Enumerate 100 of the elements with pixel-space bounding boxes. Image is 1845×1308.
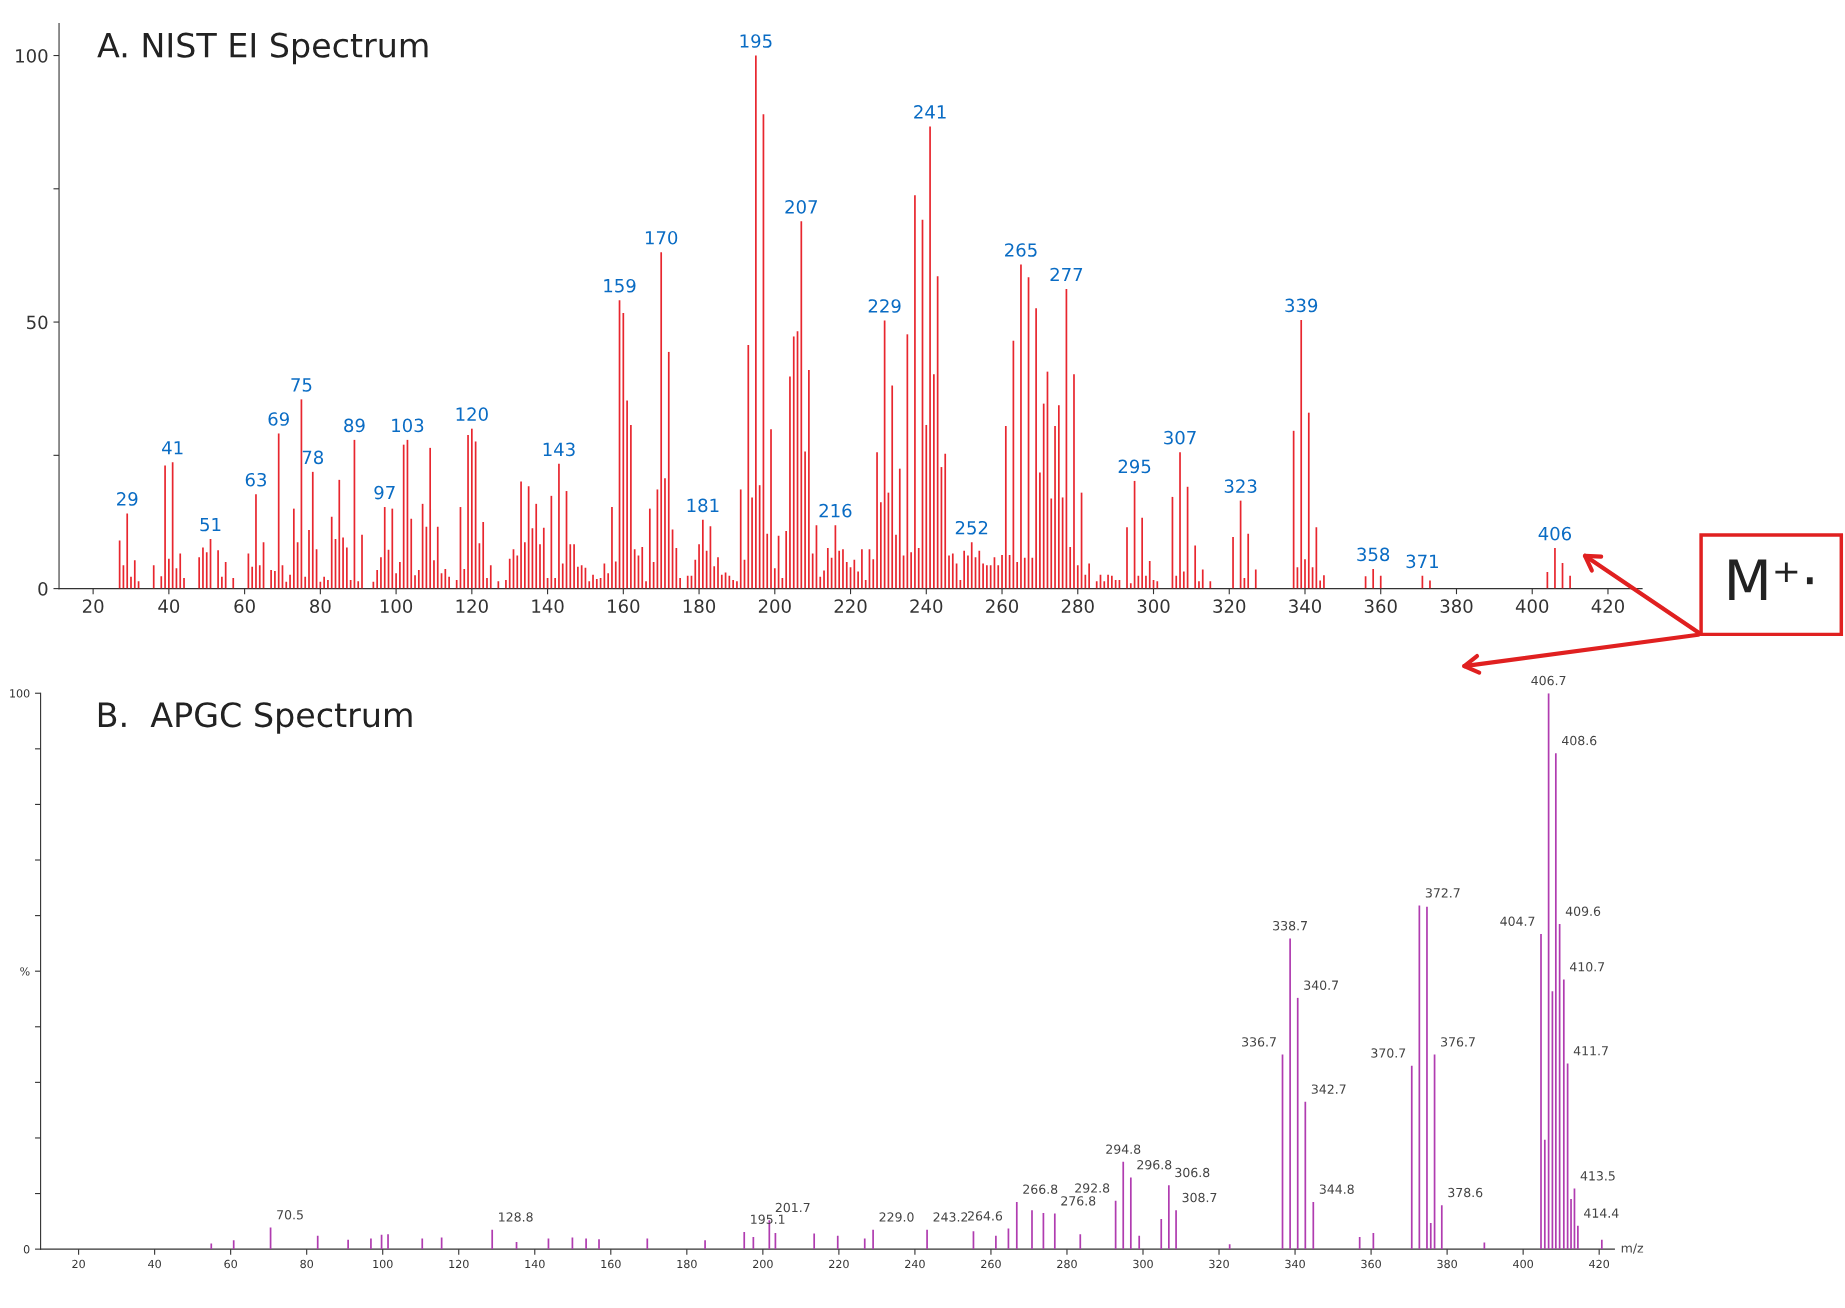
x-tick-label: 240 [905, 1259, 925, 1269]
x-tick-label: 280 [1057, 1259, 1077, 1269]
x-tick-label: 420 [1591, 599, 1624, 613]
annotation: 277 [1050, 267, 1083, 282]
annotation: 344.8 [1319, 1184, 1354, 1194]
annotation: 229 [868, 299, 901, 313]
x-tick-label: 180 [683, 599, 716, 613]
y-tick-label: % [20, 967, 30, 976]
annotation: 252 [955, 520, 988, 535]
y-tick-label: 0 [23, 1245, 30, 1254]
y-tick-label: 100 [10, 689, 30, 698]
x-tick-label: 180 [677, 1259, 697, 1269]
x-tick-label: 60 [234, 599, 255, 613]
annotation: 265 [1005, 243, 1037, 257]
x-tick-label: 340 [1285, 1259, 1305, 1269]
annotation: 243.2 [933, 1212, 968, 1222]
annotation: 103 [392, 418, 424, 433]
x-tick-label: 260 [986, 599, 1019, 613]
annotation: 41 [162, 441, 183, 455]
x-tick-label: 420 [1589, 1259, 1610, 1269]
chart-title: A. NIST EI Spectrum [97, 32, 428, 65]
annotation: 181 [687, 498, 719, 513]
annotation: 195 [740, 34, 772, 48]
annotation: 338.7 [1273, 920, 1307, 931]
annotation: 307 [1164, 430, 1196, 445]
annotation: 170 [645, 230, 678, 245]
annotation: 308.7 [1182, 1192, 1217, 1203]
x-tick-label: 280 [1061, 599, 1094, 613]
annotation: 51 [200, 517, 221, 532]
annotation: 241 [914, 105, 946, 119]
annotation: 295 [1118, 459, 1151, 474]
x-tick-label: 100 [373, 1259, 393, 1269]
annotation: 70.5 [277, 1210, 303, 1220]
annotation: 414.4 [1584, 1208, 1619, 1218]
x-tick-label: 140 [532, 599, 564, 613]
annotation: 216 [819, 503, 852, 518]
x-tick-label: 240 [910, 599, 943, 613]
x-tick-label: 200 [753, 1259, 773, 1269]
annotation: 408.6 [1562, 735, 1597, 746]
annotation: 128.8 [499, 1212, 533, 1222]
x-tick-label: 20 [72, 1259, 85, 1269]
annotation: 69 [268, 412, 289, 426]
annotation: 340.7 [1304, 980, 1338, 990]
x-tick-label: 360 [1364, 599, 1397, 613]
annotation: 97 [374, 485, 395, 500]
annotation: 29 [117, 492, 138, 506]
x-tick-label: 40 [148, 1259, 161, 1269]
annotation: 229.0 [879, 1212, 914, 1222]
annotation: 339 [1285, 298, 1318, 313]
x-tick-label: 380 [1440, 599, 1473, 613]
x-axis-title: m/z [1621, 1243, 1644, 1254]
annotation: 264.6 [968, 1211, 1003, 1221]
x-tick-label: 160 [608, 599, 640, 613]
x-tick-label: 320 [1213, 599, 1246, 613]
x-tick-label: 40 [158, 599, 180, 613]
annotation: 159 [604, 278, 636, 293]
x-tick-label: 320 [1209, 1259, 1229, 1269]
x-tick-label: 300 [1137, 599, 1170, 613]
text: M⁺· [1729, 559, 1813, 601]
x-tick-label: 120 [449, 1259, 469, 1269]
x-tick-label: 400 [1513, 1259, 1534, 1269]
annotation: 120 [456, 407, 488, 422]
x-tick-label: 120 [456, 599, 488, 613]
annotation: 413.5 [1580, 1171, 1615, 1181]
x-tick-label: 200 [758, 599, 791, 613]
annotation: 409.6 [1565, 906, 1601, 916]
annotation: 406.7 [1531, 675, 1566, 686]
x-tick-label: 220 [834, 599, 867, 613]
y-tick-label: 0 [38, 582, 48, 596]
annotation: 63 [245, 472, 267, 487]
annotation: 296.8 [1137, 1160, 1172, 1170]
y-tick-label: 100 [16, 48, 48, 63]
annotation: 358 [1357, 547, 1390, 562]
annotation: 378.6 [1448, 1187, 1483, 1198]
annotation: 323 [1224, 479, 1257, 493]
annotation: 406 [1538, 526, 1572, 541]
x-tick-label: 260 [981, 1259, 1001, 1269]
annotation: 143 [543, 442, 575, 457]
x-tick-label: 380 [1437, 1259, 1457, 1269]
x-tick-label: 80 [300, 1259, 314, 1269]
annotation: 294.8 [1106, 1144, 1141, 1154]
x-tick-label: 220 [829, 1259, 849, 1269]
annotation: 370.7 [1371, 1048, 1406, 1058]
x-tick-label: 100 [380, 599, 413, 613]
y-tick-label: 50 [27, 315, 48, 330]
annotation: 371 [1406, 554, 1438, 569]
x-tick-label: 60 [224, 1259, 237, 1269]
x-tick-label: 80 [310, 599, 331, 613]
chart-title: B. APGC Spectrum [98, 702, 412, 734]
x-tick-label: 140 [525, 1259, 545, 1269]
annotation: 292.8 [1075, 1183, 1110, 1193]
annotation: 410.7 [1569, 962, 1605, 972]
annotation: 376.7 [1441, 1037, 1475, 1047]
annotation: 404.7 [1500, 916, 1535, 926]
annotation: 336.7 [1242, 1037, 1276, 1047]
annotation: 372.7 [1425, 888, 1460, 898]
x-tick-label: 300 [1133, 1259, 1153, 1269]
annotation: 195.1 [751, 1214, 785, 1224]
annotation: 342.7 [1311, 1084, 1346, 1094]
x-tick-label: 340 [1289, 599, 1322, 613]
